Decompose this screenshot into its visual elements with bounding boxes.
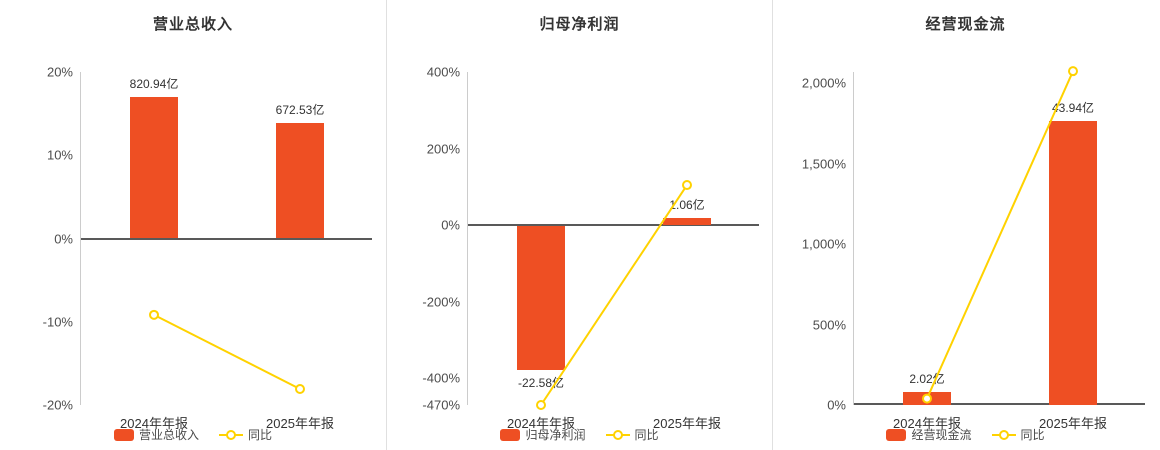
- bar-value-label: 672.53亿: [275, 102, 325, 117]
- yoy-line: [926, 70, 1074, 399]
- legend-label: 同比: [1020, 428, 1045, 442]
- line-point-marker: [1068, 66, 1078, 77]
- zero-axis-line: [81, 237, 372, 240]
- legend-circle-glyph: [612, 429, 623, 440]
- x-axis-label: 2024年年报: [893, 416, 961, 431]
- y-tick-label: 200%: [426, 141, 460, 157]
- chart-plot-net-profit: 400% 200% 0% -200% -400% -470% -22.58亿 2024年年报 1…: [422, 65, 759, 431]
- line-point-marker: [922, 393, 932, 404]
- y-tick-label: 0%: [827, 397, 846, 413]
- legend-item-series[interactable]: 营业总收入: [113, 426, 199, 443]
- y-tick-label: 0%: [441, 217, 460, 233]
- line-legend-swatch: [991, 429, 1016, 441]
- y-tick-label: -470%: [422, 397, 460, 413]
- chart-plot-revenue: 20% 10% 0% -10% -20% 820.94亿 2024年年报 672.53亿 202…: [43, 65, 372, 431]
- chart-panel-net-profit: 归母净利润 400% 200% 0% -200% -400% -470% -22.58亿 20…: [386, 0, 772, 450]
- x-axis-label: 2025年年报: [1039, 416, 1107, 431]
- x-axis-label: 2024年年报: [507, 416, 575, 431]
- zero-axis-line: [468, 224, 759, 227]
- legend-item-series[interactable]: 经营现金流: [886, 426, 972, 443]
- legend-label: 同比: [634, 428, 659, 442]
- legend-label: 营业总收入: [138, 428, 199, 442]
- line-point-marker: [295, 384, 305, 395]
- y-tick-label: 500%: [812, 317, 846, 333]
- y-tick-label: -200%: [422, 294, 460, 310]
- y-tick-label: 1,500%: [801, 156, 846, 172]
- bar-2025年年报: [663, 218, 711, 226]
- bar-2024年年报: [130, 96, 178, 239]
- line-point-marker: [536, 400, 546, 410]
- chart-plot-cash-flow: 2,000% 1,500% 1,000% 500% 0% 2.02亿 2024年年报 43.9…: [802, 66, 1145, 431]
- chart-title-revenue: 营业总收入: [152, 16, 233, 33]
- bar-value-label: 43.94亿: [1051, 101, 1095, 116]
- chart-title-net-profit: 归母净利润: [539, 16, 620, 33]
- y-tick-label: -400%: [422, 370, 460, 386]
- yoy-line-series: [922, 66, 1078, 404]
- yoy-line: [153, 313, 301, 390]
- legend-item-series[interactable]: 归母净利润: [500, 426, 586, 443]
- line-legend-swatch: [605, 429, 630, 441]
- bar-value-label: 2.02亿: [909, 371, 945, 386]
- x-axis-label: 2025年年报: [653, 416, 721, 431]
- chart-legend-revenue: 营业总收入 同比: [0, 426, 386, 443]
- y-tick-label: -10%: [42, 314, 73, 330]
- y-tick-label: 20%: [46, 64, 73, 80]
- bar-legend-swatch: [886, 428, 907, 441]
- legend-item-yoy[interactable]: 同比: [991, 426, 1045, 443]
- bar-value-label: 820.94亿: [129, 76, 179, 91]
- chart-legend-cash-flow: 经营现金流 同比: [773, 426, 1158, 443]
- y-tick-label: 10%: [46, 147, 73, 163]
- yoy-line: [540, 184, 688, 406]
- yoy-line-series: [536, 180, 692, 410]
- bar-legend-swatch: [113, 428, 134, 441]
- chart-title-cash-flow: 经营现金流: [925, 16, 1006, 33]
- x-axis-label: 2025年年报: [266, 416, 334, 431]
- bar-2025年年报: [276, 122, 324, 239]
- line-point-marker: [149, 309, 159, 320]
- y-tick-label: -20%: [42, 397, 73, 413]
- y-tick-label: 400%: [426, 64, 460, 80]
- bar-value-label: 1.06亿: [669, 198, 705, 213]
- chart-panel-cash-flow: 经营现金流 2,000% 1,500% 1,000% 500% 0% 2.02亿 2024年…: [772, 0, 1158, 450]
- legend-item-yoy[interactable]: 同比: [219, 426, 272, 443]
- bar-legend-swatch: [500, 428, 521, 441]
- x-axis-label: 2024年年报: [120, 416, 188, 431]
- legend-label: 经营现金流: [911, 428, 972, 442]
- legend-circle-glyph: [226, 429, 236, 440]
- zero-axis-line: [854, 403, 1145, 405]
- bar-2025年年报: [1049, 121, 1097, 405]
- bar-2024年年报: [517, 226, 565, 370]
- y-tick-label: 0%: [54, 231, 73, 246]
- legend-circle-glyph: [998, 429, 1009, 440]
- yoy-line-series: [149, 309, 305, 395]
- legend-label: 归母净利润: [525, 428, 586, 442]
- y-tick-label: 2,000%: [801, 75, 846, 91]
- line-legend-swatch: [219, 429, 243, 441]
- line-point-marker: [682, 180, 692, 191]
- y-tick-label: 1,000%: [801, 236, 846, 252]
- legend-item-yoy[interactable]: 同比: [605, 426, 659, 443]
- chart-legend-net-profit: 归母净利润 同比: [387, 426, 772, 443]
- legend-label: 同比: [248, 428, 273, 442]
- chart-panel-revenue: 营业总收入 20% 10% 0% -10% -20% 820.94亿 2024年年报 672.…: [0, 0, 386, 450]
